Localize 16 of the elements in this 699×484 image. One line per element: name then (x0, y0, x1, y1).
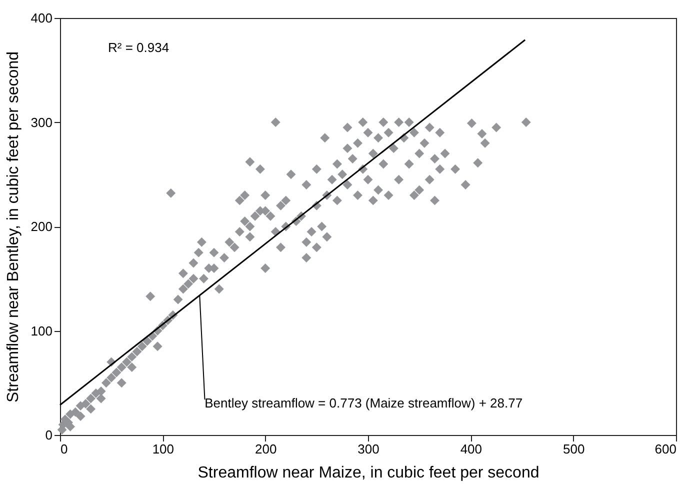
y-tick-label: 400 (30, 10, 52, 26)
y-tick-label: 0 (45, 428, 52, 442)
x-axis-title: Streamflow near Maize, in cubic feet per second (198, 464, 540, 482)
annotation: Bentley streamflow = 0.773 (Maize streamflow) + 28.77 (204, 395, 523, 410)
x-tick-label: 400 (460, 442, 482, 456)
y-tick-label: 300 (30, 114, 52, 130)
annotation: R² = 0.934 (108, 40, 170, 55)
y-axis-title: Streamflow near Bentley, in cubic feet per second (4, 52, 22, 402)
x-tick-label: 100 (152, 442, 174, 456)
x-tick-label: 500 (562, 442, 585, 456)
x-tick-label: 0 (60, 442, 68, 456)
x-tick-label: 300 (358, 442, 380, 456)
x-tick-label: 200 (254, 442, 277, 456)
y-tick-label: 200 (30, 219, 52, 234)
y-tick-label: 100 (30, 323, 52, 338)
x-tick-label: 600 (654, 442, 676, 456)
